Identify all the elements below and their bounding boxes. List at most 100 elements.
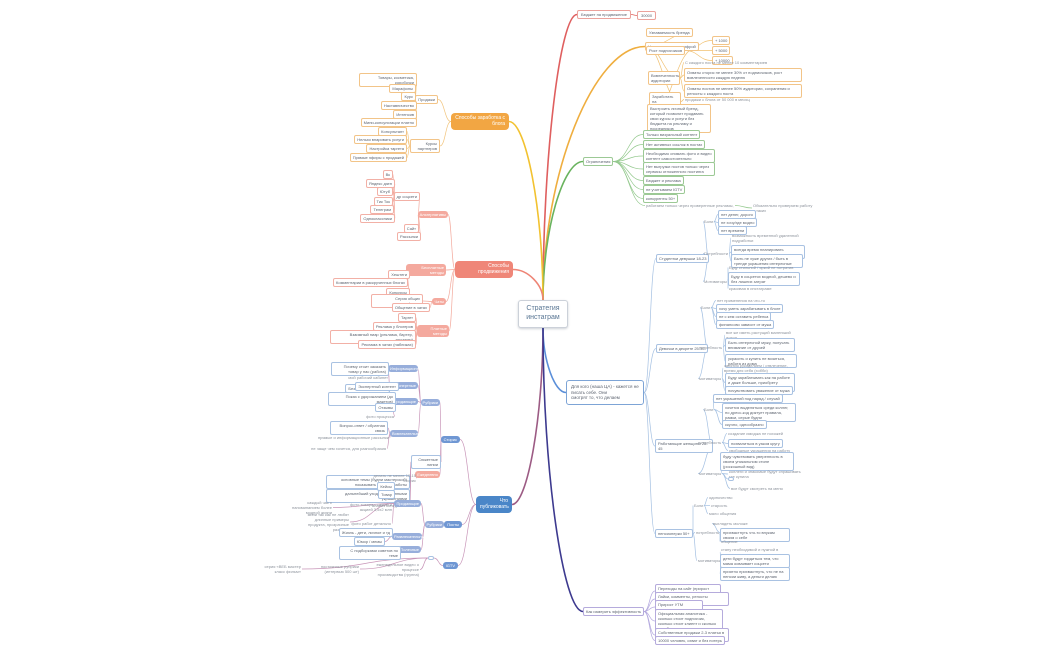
mindmap-node-s1a6[interactable]: Одноклассники xyxy=(360,214,395,223)
mindmap-node-c1[interactable]: Узнаваемость бренда xyxy=(646,28,693,37)
mindmap-node-p1n3[interactable]: Быть не хуже других / быть в тренде укра… xyxy=(731,254,803,268)
mindmap-node-k7[interactable]: Полезные xyxy=(398,546,421,553)
mindmap-node-ig1[interactable]: серия «ВЕБ мастер класс фильм» xyxy=(264,564,301,574)
mindmap-node-p4[interactable]: пенсионерки 50+ xyxy=(655,529,693,538)
mindmap-node-c2b[interactable]: + 5000 xyxy=(712,46,731,55)
mindmap-node-c2a[interactable]: + 1000 xyxy=(712,36,731,45)
mindmap-node-p1n[interactable]: Потребности xyxy=(704,251,729,256)
mindmap-node-p4n[interactable]: потребность xyxy=(696,530,720,535)
mindmap-node-k6[interactable]: Развлекательные xyxy=(392,533,427,540)
mindmap-node-p3n2[interactable]: похвалиться в узком кругу xyxy=(728,439,783,448)
mindmap-node-st[interactable]: Сторис xyxy=(440,436,460,443)
mindmap-node-p3m4[interactable]: все будут смотреть на меня xyxy=(731,486,783,491)
mindmap-node-c3b[interactable]: Охваты сторис не менее 30% от подписчико… xyxy=(684,68,802,82)
mindmap-node-c2c[interactable]: + 10000 xyxy=(712,56,733,65)
mindmap-node-k6b[interactable]: Юмор / мемы xyxy=(353,537,385,546)
mindmap-node-ig3[interactable]: еженедельное видео о процессе производст… xyxy=(376,562,419,577)
mindmap-node-p3m3[interactable] xyxy=(728,477,734,481)
mindmap-node-p4b[interactable]: Боли xyxy=(694,503,704,508)
mindmap-node-p3n1[interactable]: создание имиджа не похожей xyxy=(728,431,784,436)
mindmap-node-z1[interactable]: Продажи xyxy=(415,95,438,104)
mindmap-node-p4m[interactable]: мотиваторы xyxy=(698,558,721,563)
central-topic[interactable]: Стратегия инстаграм xyxy=(518,300,568,328)
mindmap-node-z2b[interactable]: Нельзя впаривать услуги xyxy=(354,135,407,144)
mindmap-node-p4m2[interactable]: дети будут гордиться тем, что мама осваи… xyxy=(720,554,790,568)
mindmap-node-k7a[interactable]: С подборками советов по теме xyxy=(339,546,401,560)
mindmap-node-c3a[interactable]: С каждого поста не менее 10 комментариев xyxy=(685,60,768,65)
mindmap-node-s4[interactable]: Платные методы xyxy=(417,325,449,337)
mindmap-node-o9[interactable]: Обязательно проверяем работу у таких xyxy=(753,203,813,213)
mindmap-node-p4b3[interactable]: мало общения xyxy=(709,511,737,516)
mindmap-node-k3b[interactable]: Отзывы xyxy=(375,403,396,412)
mindmap-node-p2n[interactable]: потребность xyxy=(699,345,723,350)
mindmap-node-zar[interactable]: Способы заработка с блога xyxy=(451,113,509,130)
mindmap-node-k5d[interactable]: каждый час с напоминанием более модной ж… xyxy=(292,500,332,515)
mindmap-node-p2m1[interactable]: занятия рукоделием / отвлечение, время д… xyxy=(724,363,788,373)
mindmap-node-k5[interactable]: Продающие xyxy=(394,500,421,507)
mindmap-node-p4n1[interactable]: выглядеть моложе xyxy=(713,521,748,526)
mindmap-node-p4n3[interactable]: общение xyxy=(721,539,738,544)
mindmap-node-ig[interactable]: IGTV xyxy=(442,562,458,569)
mindmap-node-s4a[interactable]: Таргет xyxy=(397,313,416,322)
mindmap-node-s1a3[interactable]: Ютуб xyxy=(376,187,393,196)
mindmap-node-p4b2[interactable]: старость xyxy=(711,503,728,508)
mindmap-node-s1a1[interactable]: Вк xyxy=(382,170,393,179)
mindmap-node-p3[interactable]: Работающие женщины 25-45 xyxy=(655,439,713,453)
mindmap-node-p2b[interactable]: Боли xyxy=(701,305,711,310)
mindmap-node-z1f[interactable]: Мини-консультации платно xyxy=(360,118,417,127)
mindmap-node-p2n3[interactable]: украсить и купить не возиться, работа из… xyxy=(725,354,797,368)
mindmap-node-p4n2[interactable]: прихвастнуть что-то внукам своим о себе xyxy=(720,528,790,542)
mindmap-node-p3b[interactable]: Боли xyxy=(704,407,714,412)
mindmap-node-p1n1[interactable]: возможность временной удаленной подработ… xyxy=(732,233,799,243)
mindmap-node-s1c[interactable]: Рассылки xyxy=(397,232,421,241)
mindmap-node-s2b[interactable]: Комментарии в раскрученных блогах xyxy=(333,278,408,287)
mindmap-node-pro[interactable]: Способы продвижения xyxy=(455,261,513,278)
mindmap-node-z2[interactable]: Курсы партнеров xyxy=(410,139,440,153)
mindmap-node-k5c[interactable]: фото товара с ценой и акцией 3,5х2 млн xyxy=(349,502,392,512)
mindmap-node-p3b1[interactable]: нет украшений под наряд / случай xyxy=(713,394,783,403)
mindmap-node-s3b[interactable]: Общение в чатах xyxy=(391,303,430,312)
mindmap-node-o8[interactable]: работаем только через проверенные реклам… xyxy=(646,203,734,208)
mindmap-node-c3[interactable]: Вовлеченность аудитории xyxy=(648,71,680,85)
mindmap-node-p1b3[interactable]: нет времени xyxy=(718,226,748,235)
mindmap-node-ru1[interactable]: Рубрики xyxy=(420,399,440,406)
mindmap-node-z1a[interactable]: Товары, косметика, коробочки xyxy=(359,73,417,87)
mindmap-node-o4[interactable]: Нет выгрузки постов только через сервисы… xyxy=(643,162,715,176)
mindmap-node-p3n3[interactable]: свободные украшения на работу xyxy=(729,448,791,453)
mindmap-node-fr[interactable]: Ежедневно xyxy=(415,471,440,478)
mindmap-node-p3m1[interactable]: буду чувствовать уверенность в своем уни… xyxy=(720,452,794,471)
mindmap-node-po[interactable]: Посты xyxy=(444,521,462,528)
mindmap-node-o2[interactable]: Нет активных ссылок в постах xyxy=(643,140,706,149)
mindmap-node-o7[interactable]: конкуренты 50+ xyxy=(643,194,679,203)
mindmap-node-fra[interactable]: делать не менее 10-15 сторис xyxy=(373,473,416,483)
mindmap-node-ca[interactable]: Для кого (наша ЦА) - кажется не писать с… xyxy=(566,380,644,405)
mindmap-node-ig0[interactable] xyxy=(428,556,434,560)
mindmap-node-p2[interactable]: Девочки в декрете 25-35 xyxy=(656,344,708,353)
mindmap-node-o1[interactable]: Только визуальный контент xyxy=(643,130,701,139)
mindmap-node-p4b1[interactable]: одиночество xyxy=(709,495,733,500)
mindmap-node-p1m3[interactable]: красивая в инстаграме xyxy=(729,286,772,291)
mindmap-node-z1d[interactable]: Наставничество xyxy=(380,101,417,110)
mindmap-node-k4b[interactable]: прямые и информационные рассылки xyxy=(318,435,389,440)
mindmap-node-o3[interactable]: Необходимо снимать фото и видео контент … xyxy=(643,149,715,163)
mindmap-node-s3[interactable]: Чаты xyxy=(432,298,446,305)
mindmap-node-bud1[interactable]: 30000 xyxy=(637,11,657,20)
mindmap-node-p1m1[interactable]: Буду стильной / яркой не потратив xyxy=(729,265,794,270)
mindmap-node-p2b4[interactable]: финансово зависит от мужа xyxy=(716,320,775,329)
mindmap-node-c2[interactable]: Рост подписчиков xyxy=(646,46,686,55)
mindmap-node-p3m2[interactable]: коллеги и знакомые будут спрашивать где … xyxy=(729,469,801,479)
mindmap-node-k2[interactable]: Экспертные xyxy=(391,382,418,389)
mindmap-node-p4m3[interactable]: приятно прихвастнуть, что не на пенсии ж… xyxy=(720,567,790,581)
mindmap-node-p2n1[interactable]: все же иметь растущий маленький доход xyxy=(726,330,791,340)
mindmap-node-k1[interactable]: Информационные xyxy=(388,365,425,372)
mindmap-node-k5f[interactable]: фото работ детально xyxy=(351,521,391,526)
mindmap-node-s1a5[interactable]: Телеграм xyxy=(370,205,394,214)
mindmap-node-k4c[interactable]: не чаще чем хочется, для разнообразия xyxy=(311,446,386,451)
mindmap-node-k3a[interactable]: Показ с удорожанием (до макетов) xyxy=(328,392,396,406)
mindmap-node-k1b[interactable]: мой рабочий кабинет xyxy=(348,375,388,380)
mindmap-node-sl[interactable]: Сюжетные линии xyxy=(411,455,441,469)
mindmap-node-p1b[interactable]: Боли xyxy=(704,219,714,224)
mindmap-node-k3[interactable]: Продающие xyxy=(391,398,418,405)
mindmap-node-p2m[interactable]: мотиваторы xyxy=(699,376,722,381)
